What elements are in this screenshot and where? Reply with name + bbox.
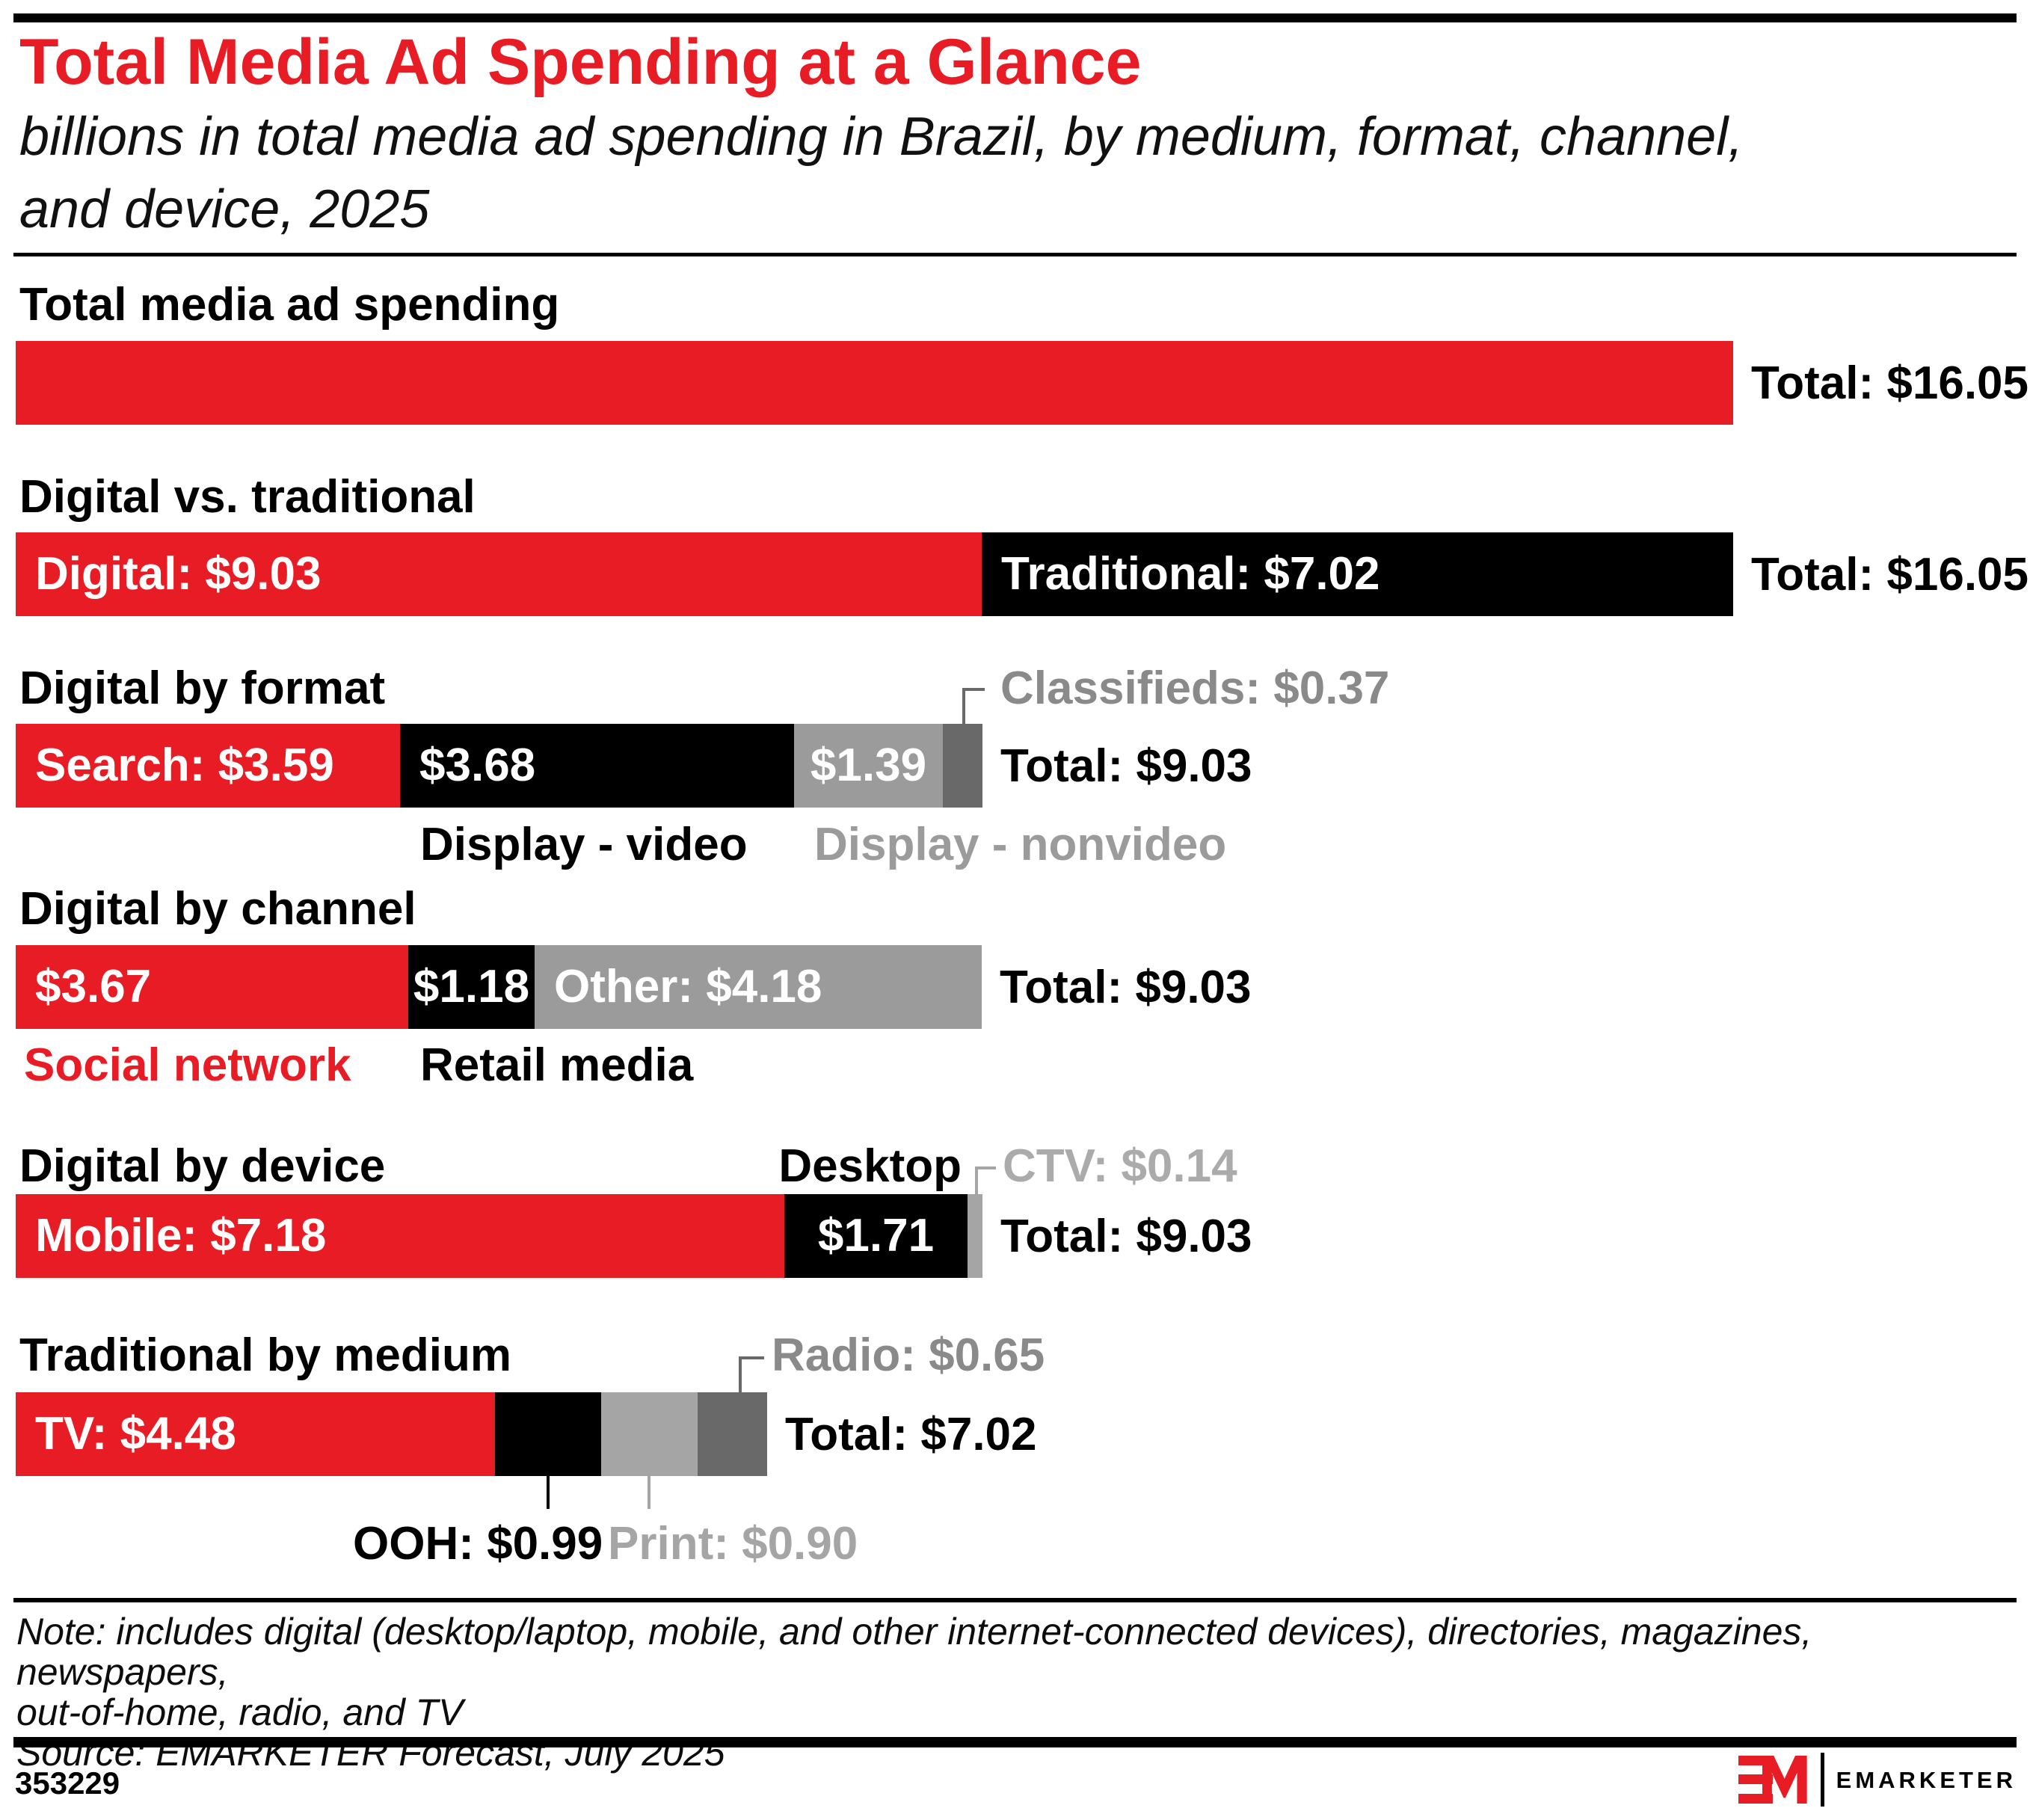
total-label-2: Total: $16.05 [1751, 548, 2029, 600]
ctv-callout-label: CTV: $0.14 [1003, 1140, 1237, 1192]
page-title: Total Media Ad Spending at a Glance [19, 26, 1142, 98]
classifieds-callout-label: Classifieds: $0.37 [1000, 662, 1390, 714]
radio-callout-line [739, 1356, 764, 1395]
bar-digital-by-device: Mobile: $7.18 $1.71 Total: $9.03 [16, 1194, 1252, 1278]
display-nonvideo-below-label: Display - nonvideo [814, 819, 1227, 870]
segment-social-network: $3.67 [16, 945, 408, 1029]
classifieds-callout-line [962, 688, 985, 727]
segment-display-video: $3.68 [400, 724, 794, 808]
emarketer-logo-mark-icon [1738, 1756, 1807, 1804]
segment-mobile-label: Mobile: $7.18 [35, 1210, 327, 1261]
note-line-2: out-of-home, radio, and TV [16, 1691, 464, 1733]
print-below-label: Print: $0.90 [608, 1518, 858, 1570]
total-label-1: Total: $16.05 [1751, 357, 2029, 409]
section-heading-traditional-by-medium: Traditional by medium [19, 1329, 511, 1381]
total-label-5: Total: $9.03 [1000, 1210, 1252, 1262]
segment-retail-media-value: $1.18 [413, 961, 530, 1012]
segment-ctv [968, 1194, 982, 1278]
display-video-below-label: Display - video [420, 819, 748, 870]
segment-display-nonvideo: $1.39 [794, 724, 943, 808]
section-heading-digital-by-channel: Digital by channel [19, 883, 416, 935]
logo-divider [1820, 1753, 1824, 1807]
emarketer-logo: EMARKETER [1738, 1753, 2017, 1807]
section-heading-total: Total media ad spending [19, 279, 560, 331]
segment-traditional: Traditional: $7.02 [982, 532, 1733, 616]
segment-print [601, 1392, 698, 1476]
note-line-1: Note: includes digital (desktop/laptop, … [16, 1611, 1812, 1693]
retail-media-below-label: Retail media [420, 1039, 694, 1091]
section-heading-digital-by-device: Digital by device [19, 1140, 386, 1192]
ooh-below-label: OOH: $0.99 [353, 1518, 603, 1570]
page-subtitle: billions in total media ad spending in B… [19, 101, 1743, 246]
segment-digital-label: Digital: $9.03 [35, 548, 322, 600]
note-block: Note: includes digital (desktop/laptop, … [16, 1611, 2030, 1773]
radio-callout-label: Radio: $0.65 [772, 1329, 1045, 1381]
segment-other-label: Other: $4.18 [554, 961, 822, 1012]
top-rule [13, 13, 2017, 22]
subtitle-line-1: billions in total media ad spending in B… [19, 107, 1744, 167]
total-label-4: Total: $9.03 [1000, 961, 1252, 1013]
segment-ooh [495, 1392, 601, 1476]
segment-digital: Digital: $9.03 [16, 532, 982, 616]
section-heading-digital-vs-traditional: Digital vs. traditional [19, 471, 476, 523]
segment-total [16, 341, 1733, 425]
bar-total: Total: $16.05 [16, 341, 2029, 425]
emarketer-wordmark: EMARKETER [1836, 1766, 2017, 1793]
print-drop-line [648, 1476, 650, 1509]
segment-search-label: Search: $3.59 [35, 740, 334, 791]
note-rule [13, 1598, 2017, 1602]
segment-traditional-label: Traditional: $7.02 [1001, 548, 1380, 600]
bar-digital-by-format: Search: $3.59 $3.68 $1.39 Total: $9.03 [16, 724, 1252, 808]
segment-other: Other: $4.18 [535, 945, 982, 1029]
segment-display-video-value: $3.68 [419, 740, 536, 791]
header-rule [13, 253, 2017, 256]
desktop-above-label: Desktop [778, 1140, 962, 1192]
segment-mobile: Mobile: $7.18 [16, 1194, 784, 1278]
chart-id: 353229 [15, 1765, 120, 1801]
segment-social-network-value: $3.67 [35, 961, 152, 1012]
segment-classifieds [943, 724, 982, 808]
footer-rule [13, 1737, 2017, 1747]
ctv-callout-line [975, 1166, 996, 1197]
section-heading-digital-by-format: Digital by format [19, 662, 386, 714]
segment-radio [698, 1392, 767, 1476]
social-network-below-label: Social network [24, 1039, 351, 1091]
segment-tv: TV: $4.48 [16, 1392, 495, 1476]
segment-tv-label: TV: $4.48 [35, 1408, 236, 1460]
total-label-6: Total: $7.02 [785, 1408, 1037, 1460]
bar-traditional-by-medium: TV: $4.48 Total: $7.02 [16, 1392, 1037, 1476]
segment-display-nonvideo-value: $1.39 [810, 740, 927, 791]
bar-digital-by-channel: $3.67 $1.18 Other: $4.18 Total: $9.03 [16, 945, 1252, 1029]
segment-desktop: $1.71 [784, 1194, 968, 1278]
segment-retail-media: $1.18 [408, 945, 535, 1029]
total-label-3: Total: $9.03 [1000, 740, 1252, 792]
segment-desktop-value: $1.71 [817, 1210, 935, 1261]
ooh-drop-line [547, 1476, 550, 1509]
logo-m-icon [1762, 1756, 1807, 1804]
segment-search: Search: $3.59 [16, 724, 400, 808]
bar-digital-vs-traditional: Digital: $9.03 Traditional: $7.02 Total:… [16, 532, 2029, 616]
subtitle-line-2: and device, 2025 [19, 179, 430, 239]
